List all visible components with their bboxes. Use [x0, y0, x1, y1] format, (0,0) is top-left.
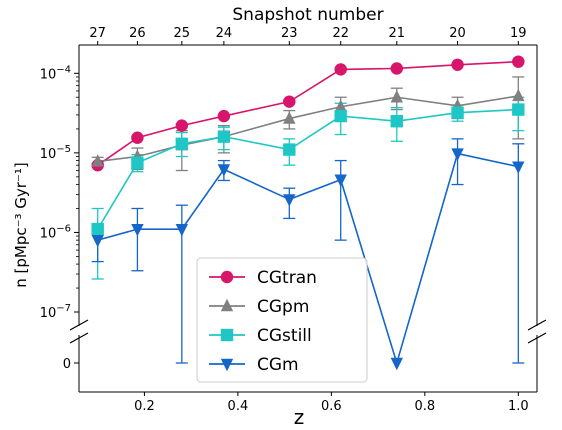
- data-point-cgtran: [175, 119, 189, 132]
- legend-box: [196, 257, 368, 383]
- y-tick-label: 10−6: [40, 223, 71, 241]
- axis-break-left-upper: [69, 319, 89, 331]
- data-point-cgm: [334, 174, 347, 187]
- y-tick-label: 10−4: [40, 64, 71, 82]
- data-point-cgtran: [131, 131, 144, 144]
- data-point-cgstill: [217, 130, 231, 143]
- axis-break-left-lower: [69, 332, 89, 344]
- data-point-cgm: [283, 194, 296, 207]
- data-point-cgtran: [283, 95, 296, 108]
- data-point-cgtran: [512, 55, 525, 68]
- data-point-cgm: [217, 164, 231, 177]
- top-tick-label: 22: [332, 26, 349, 41]
- data-point-cgstill: [512, 103, 525, 116]
- series-markers: [91, 55, 525, 371]
- x-tick-label: 0.8: [414, 399, 435, 414]
- data-point-cgstill: [131, 156, 144, 170]
- data-point-cgm: [451, 148, 464, 161]
- data-point-cgtran: [334, 63, 347, 76]
- legend-label-cgm: CGm: [257, 355, 299, 375]
- legend-marker-cgtran: [220, 270, 234, 284]
- data-point-cgpm: [283, 111, 296, 124]
- top-tick-label: 20: [449, 26, 466, 41]
- legend-marker-cgm: [220, 358, 234, 372]
- data-point-cgm: [131, 223, 144, 237]
- data-point-cgm: [512, 161, 525, 174]
- legend-marker-cgpm: [220, 298, 234, 312]
- data-point-cgm: [175, 223, 189, 237]
- data-point-cgpm: [91, 154, 104, 167]
- y-tick-label: 10−7: [40, 303, 71, 321]
- legend: CGtran CGpm CGstill CGm: [196, 257, 368, 383]
- x-tick-label: 0.4: [228, 399, 249, 414]
- data-point-cgtran: [390, 62, 403, 75]
- x-axis-title: z: [294, 405, 305, 429]
- axis-break-right-upper: [527, 319, 547, 331]
- top-axis-title: Snapshot number: [232, 5, 383, 25]
- data-point-cgtran: [217, 109, 231, 123]
- top-tick-label: 19: [510, 26, 527, 41]
- data-point-cgtran: [451, 58, 464, 71]
- y-zero-tick-label: 0: [63, 357, 71, 372]
- axes: 0.2 0.4 0.6 0.8 1.0 27 26 25 24 23 22 21 20 19 10−4 10−…: [40, 26, 547, 414]
- y-axis-title: n [pMpc⁻³ Gyr⁻¹]: [12, 162, 30, 288]
- top-tick-label: 23: [281, 26, 298, 41]
- top-tick-label: 24: [216, 26, 233, 41]
- data-point-cgstill: [334, 109, 347, 123]
- top-tick-label: 27: [89, 26, 106, 41]
- data-point-cgpm: [390, 90, 403, 103]
- y-tick-label: 10−5: [40, 144, 71, 162]
- data-point-cgm: [91, 234, 104, 248]
- x-tick-label: 1.0: [508, 399, 529, 414]
- legend-label-cgtran: CGtran: [257, 268, 317, 288]
- legend-marker-cgstill: [220, 328, 234, 342]
- series-line-cgstill: [97, 108, 519, 230]
- axis-break-right-lower: [527, 332, 547, 344]
- data-point-cgstill: [390, 115, 403, 128]
- data-point-cgpm: [334, 99, 347, 112]
- data-point-cgstill: [91, 222, 104, 236]
- legend-label-cgpm: CGpm: [257, 297, 309, 317]
- data-point-cgstill: [283, 143, 296, 156]
- top-tick-label: 21: [389, 26, 406, 41]
- data-point-cgpm: [512, 88, 525, 102]
- legend-label-cgstill: CGstill: [257, 326, 312, 346]
- data-point-cgstill: [175, 137, 189, 151]
- data-point-cgstill: [451, 106, 464, 119]
- top-tick-label: 25: [174, 26, 191, 41]
- x-tick-label: 0.6: [321, 399, 342, 414]
- data-point-cgm: [390, 357, 403, 371]
- x-tick-label: 0.2: [134, 399, 155, 414]
- top-tick-label: 26: [129, 26, 146, 41]
